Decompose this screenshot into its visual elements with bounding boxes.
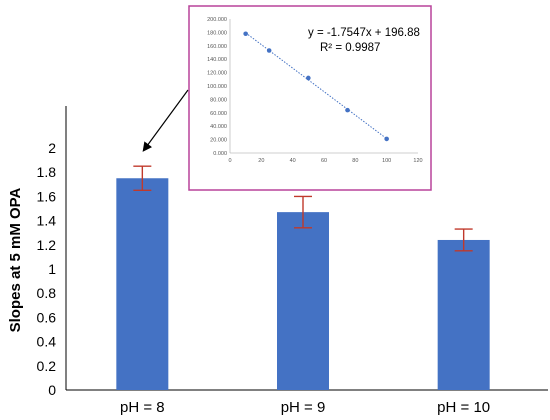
y-tick-label: 0.8 — [37, 285, 57, 301]
y-tick-label: 0.6 — [37, 309, 57, 325]
bars — [116, 178, 490, 390]
y-tick-label: 0.4 — [37, 334, 57, 350]
y-tick-label: 1.4 — [37, 213, 57, 229]
y-tick-label: 1 — [48, 261, 56, 277]
inset-y-tick-label: 100.000 — [207, 84, 227, 90]
inset-point — [243, 31, 248, 37]
annotation-arrow — [142, 89, 189, 152]
inset-x-tick-label: 20 — [258, 158, 264, 164]
inset-x-tick-label: 80 — [352, 158, 358, 164]
inset-frame — [188, 5, 432, 191]
y-axis-ticks: 0 0.2 0.4 0.6 0.8 1 1.2 1.4 1.6 1.8 2 — [37, 140, 57, 398]
inset-y-tick-label: 160.000 — [207, 44, 227, 50]
y-tick-label: 0.2 — [37, 358, 57, 374]
inset-x-tick-label: 40 — [290, 158, 296, 164]
x-axis-categories: pH = 8 pH = 9 pH = 10 — [120, 399, 490, 416]
inset-x-axis-ticks: 0 20 40 60 80 100 120 — [228, 158, 422, 164]
inset-y-tick-label: 120.000 — [207, 71, 227, 77]
error-bar — [294, 195, 312, 229]
y-tick-label: 1.8 — [37, 164, 57, 180]
inset-y-tick-label: 80.000 — [210, 97, 227, 103]
inset-x-tick-label: 0 — [228, 158, 231, 164]
error-bar — [133, 165, 152, 192]
inset-point — [384, 136, 389, 142]
inset-point — [345, 107, 350, 113]
error-bars — [133, 165, 473, 252]
inset-y-tick-label: 0.000 — [213, 151, 227, 157]
inset-y-tick-label: 140.000 — [207, 57, 227, 63]
inset-y-tick-label: 180.000 — [207, 30, 227, 36]
bar — [116, 178, 169, 390]
bar — [277, 212, 329, 390]
inset-y-tick-label: 20.000 — [210, 138, 227, 144]
inset-point — [266, 48, 272, 53]
inset-trendline — [245, 32, 387, 140]
y-tick-label: 2 — [48, 140, 56, 156]
inset-y-tick-label: 200.000 — [207, 17, 227, 23]
inset-x-tick-label: 60 — [321, 158, 327, 164]
x-category-label: pH = 9 — [281, 399, 326, 416]
y-tick-label: 1.6 — [37, 188, 57, 204]
inset-equation: y = -1.7547x + 196.88 — [308, 27, 420, 39]
inset-y-axis-ticks: 0.000 20.000 40.000 60.000 80.000 100.000 120.… — [207, 17, 227, 157]
x-category-label: pH = 10 — [437, 399, 490, 416]
error-bar — [454, 228, 473, 252]
y-axis-title: Slopes at 5 mM OPA — [7, 187, 24, 332]
inset-points — [243, 31, 389, 142]
inset-y-tick-label: 40.000 — [210, 124, 227, 130]
inset-scatter-chart: 0.000 20.000 40.000 60.000 80.000 100.000 120.… — [188, 5, 432, 191]
inset-point — [306, 75, 311, 81]
inset-x-tick-label: 120 — [413, 158, 422, 164]
inset-y-tick-label: 60.000 — [210, 111, 227, 117]
y-tick-label: 1.2 — [37, 237, 57, 253]
y-tick-label: 0 — [48, 382, 56, 398]
x-category-label: pH = 8 — [120, 399, 165, 416]
bar — [437, 239, 490, 390]
bar-chart: 0 0.2 0.4 0.6 0.8 1 1.2 1.4 1.6 1.8 2 pH = 8 pH = 9… — [7, 106, 548, 416]
inset-x-tick-label: 100 — [382, 158, 391, 164]
inset-r-squared: R² = 0.9987 — [320, 42, 380, 54]
